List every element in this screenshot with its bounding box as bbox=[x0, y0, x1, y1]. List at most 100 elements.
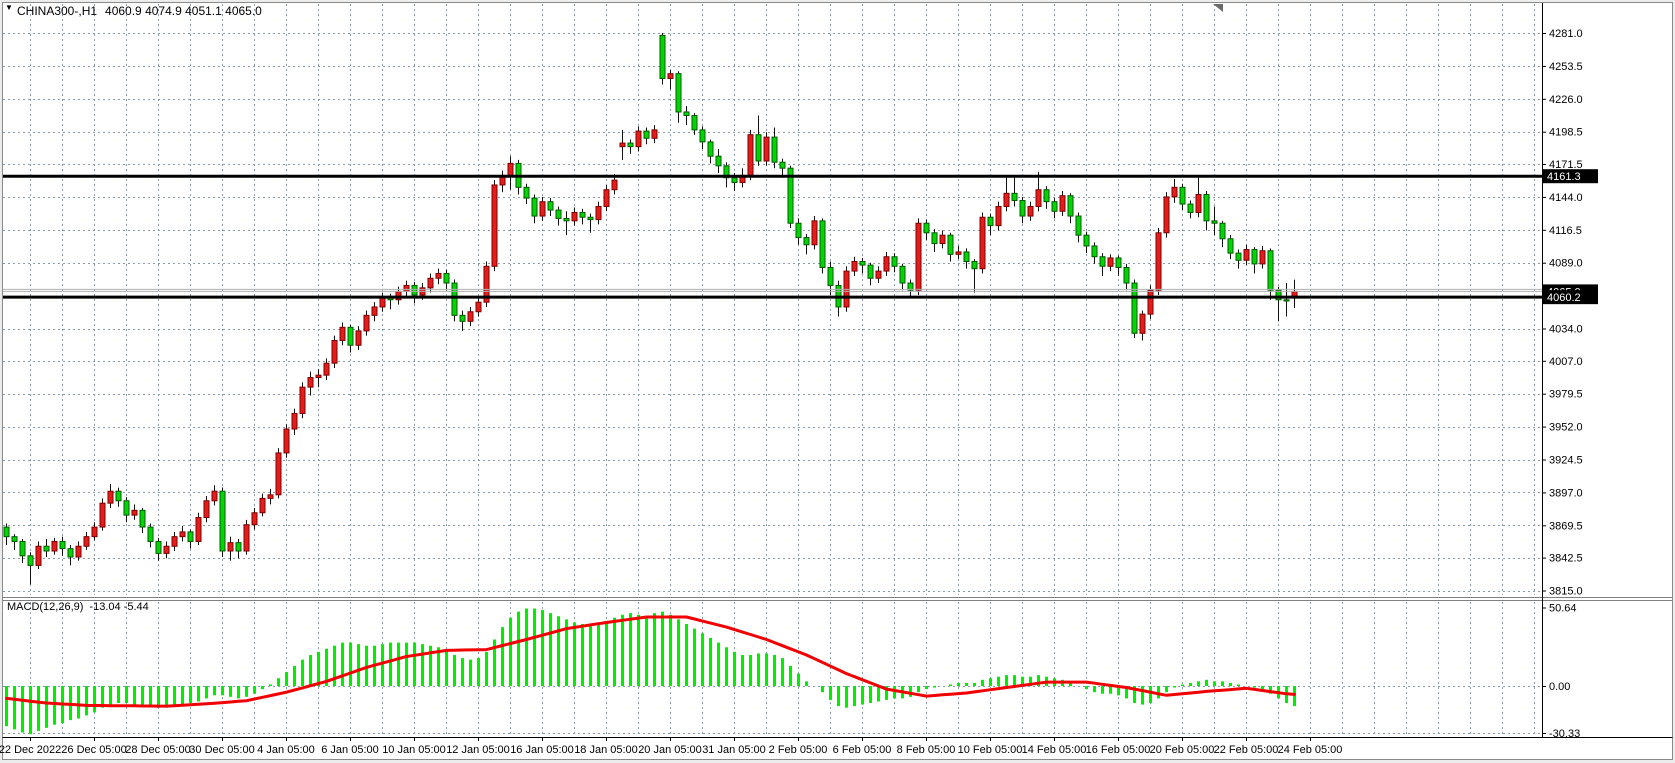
time-tick-label: 26 Dec 05:00 bbox=[61, 744, 126, 756]
support-price-label bbox=[1543, 290, 1598, 305]
bull-candle bbox=[1243, 249, 1250, 261]
bear-candle bbox=[219, 490, 226, 552]
bear-candle bbox=[1019, 199, 1026, 217]
bull-candle bbox=[875, 270, 882, 279]
bear-candle bbox=[139, 509, 146, 528]
bear-candle bbox=[931, 232, 938, 245]
ohlc-readout: 4060.9 4074.9 4051.1 4065.0 bbox=[105, 4, 262, 18]
bull-candle bbox=[35, 545, 42, 566]
bull-candle bbox=[595, 205, 602, 221]
bear-candle bbox=[1179, 186, 1186, 205]
chart-shift-marker-icon[interactable] bbox=[1213, 4, 1223, 12]
bull-candle bbox=[1291, 290, 1298, 297]
bull-candle bbox=[211, 490, 218, 502]
bull-candle bbox=[51, 540, 58, 552]
bear-candle bbox=[451, 282, 458, 316]
panel-separator[interactable] bbox=[2, 597, 1673, 601]
price-tick-label: 3815.0 bbox=[1549, 586, 1583, 598]
bull-candle bbox=[667, 73, 674, 79]
price-tick-label: 4089.0 bbox=[1549, 258, 1583, 270]
price-tick-label: 3979.5 bbox=[1549, 389, 1583, 401]
time-tick-label: 2 Feb 05:00 bbox=[769, 744, 828, 756]
bull-candle bbox=[339, 326, 346, 341]
bull-candle bbox=[251, 512, 258, 526]
bull-candle bbox=[403, 284, 410, 292]
bear-candle bbox=[1123, 266, 1130, 284]
bear-candle bbox=[787, 167, 794, 224]
bull-candle bbox=[435, 272, 442, 279]
svg-text:4060.2: 4060.2 bbox=[1547, 292, 1581, 304]
bear-candle bbox=[187, 531, 194, 542]
bull-candle bbox=[379, 296, 386, 308]
bear-candle bbox=[3, 526, 10, 538]
bear-candle bbox=[1203, 194, 1210, 222]
bull-candle bbox=[171, 536, 178, 547]
bull-candle bbox=[611, 179, 618, 191]
price-axis-labels[interactable]: 4281.0 4253.5 4226.0 4198.5 4171.5 4144.0 4116… bbox=[1542, 28, 1598, 740]
bear-candle bbox=[859, 261, 866, 266]
bear-candle bbox=[27, 555, 34, 566]
bull-candle bbox=[363, 314, 370, 332]
time-tick-label: 22 Feb 05:00 bbox=[1214, 744, 1279, 756]
time-tick-label: 18 Jan 05:00 bbox=[574, 744, 638, 756]
bull-candle bbox=[323, 362, 330, 376]
bear-candle bbox=[555, 209, 562, 219]
time-tick-label: 14 Feb 05:00 bbox=[1022, 744, 1087, 756]
bull-candle bbox=[267, 494, 274, 499]
bear-candle bbox=[707, 141, 714, 157]
bear-candle bbox=[715, 155, 722, 167]
price-tick-label: 4007.0 bbox=[1549, 356, 1583, 368]
bear-candle bbox=[803, 237, 810, 246]
bid-ask-lines bbox=[3, 288, 1542, 292]
bull-candle bbox=[811, 220, 818, 246]
bear-candle bbox=[1187, 203, 1194, 213]
time-tick-label: 8 Feb 05:00 bbox=[897, 744, 956, 756]
resistance-price-label bbox=[1543, 169, 1598, 184]
time-tick-label: 30 Dec 05:00 bbox=[189, 744, 254, 756]
chart-menu-arrow-icon[interactable]: ▼ bbox=[5, 3, 13, 12]
price-tick-label: 4253.5 bbox=[1549, 61, 1583, 73]
bear-candle bbox=[11, 536, 18, 542]
bear-candle bbox=[1219, 222, 1226, 240]
bull-candle bbox=[99, 502, 106, 528]
bear-candle bbox=[1227, 238, 1234, 254]
price-tick-label: 4226.0 bbox=[1549, 94, 1583, 106]
bear-candle bbox=[683, 111, 690, 117]
bull-candle bbox=[1035, 189, 1042, 207]
bear-candle bbox=[1283, 299, 1290, 302]
bear-candle bbox=[1115, 257, 1122, 268]
time-tick-label: 4 Jan 05:00 bbox=[257, 744, 315, 756]
bear-candle bbox=[411, 284, 418, 296]
price-tick-label: 4281.0 bbox=[1549, 28, 1583, 40]
price-tick-label: 3924.5 bbox=[1549, 455, 1583, 467]
bull-candle bbox=[955, 251, 962, 255]
bear-candle bbox=[1275, 289, 1282, 301]
macd-indicator-label: MACD(12,26,9) -13.04 -5.44 bbox=[7, 601, 149, 613]
bull-candle bbox=[315, 374, 322, 379]
time-tick-label: 6 Feb 05:00 bbox=[833, 744, 892, 756]
price-tick-label: 4116.5 bbox=[1549, 225, 1582, 237]
bear-candle bbox=[147, 526, 154, 542]
bull-candle bbox=[1003, 192, 1010, 207]
macd-name: MACD(12,26,9) bbox=[7, 601, 84, 613]
bull-candle bbox=[1171, 186, 1178, 198]
bull-candle bbox=[163, 545, 170, 554]
bull-candle bbox=[915, 222, 922, 291]
bear-candle bbox=[1091, 245, 1098, 258]
macd-gridlines bbox=[3, 686, 1541, 734]
bear-candle bbox=[19, 540, 26, 557]
bull-candle bbox=[483, 265, 490, 303]
bear-candle bbox=[587, 216, 594, 221]
bull-candle bbox=[203, 500, 210, 519]
svg-text:4161.3: 4161.3 bbox=[1547, 171, 1581, 183]
time-tick-label: 20 Jan 05:00 bbox=[638, 744, 702, 756]
bull-candle bbox=[75, 545, 82, 558]
time-tick-label: 20 Feb 05:00 bbox=[1150, 744, 1215, 756]
macd-signal-line bbox=[5, 615, 1296, 708]
price-tick-label: 4171.5 bbox=[1549, 159, 1583, 171]
bull-candle bbox=[83, 536, 90, 547]
bull-candle bbox=[1155, 232, 1162, 291]
bear-candle bbox=[899, 265, 906, 284]
